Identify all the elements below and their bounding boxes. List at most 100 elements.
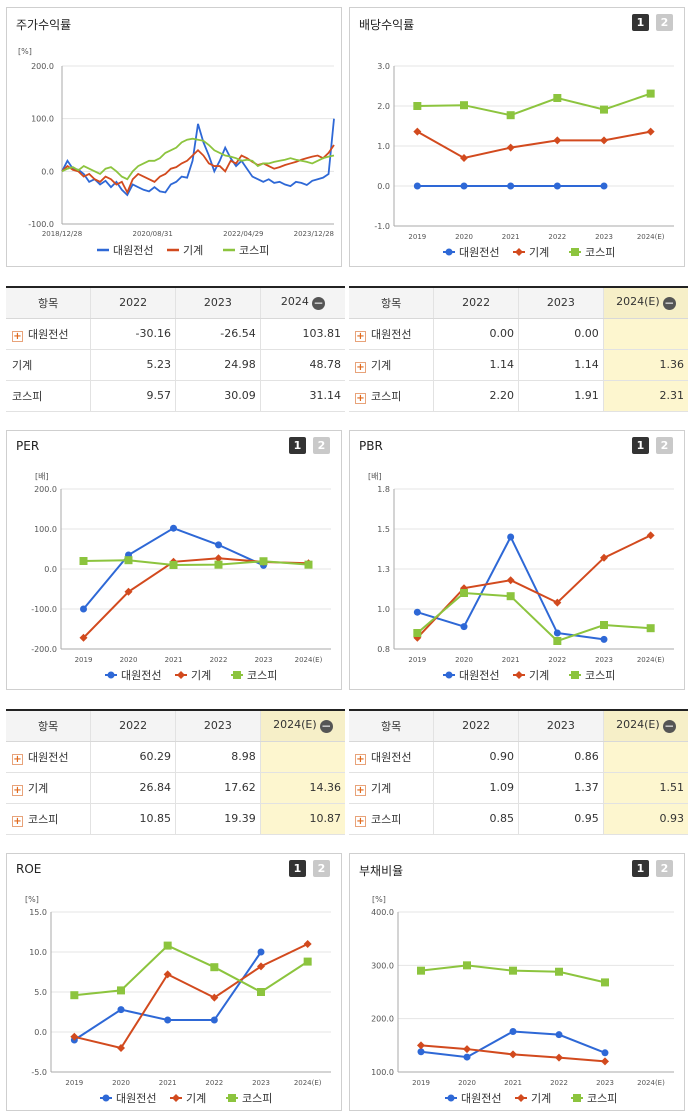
legend-marker [172, 1094, 180, 1102]
data-point [553, 637, 562, 645]
y-tick-label: 0.8 [377, 645, 390, 654]
dividend-panel: 배당수익률 1 2 3.0 2.0 1.0 0.0 -1.0 2019 2020 2021 20… [349, 7, 685, 267]
x-tick-label: 2022 [548, 233, 566, 241]
plus-icon[interactable]: + [12, 753, 23, 765]
data-point [601, 1049, 609, 1057]
view-1-button[interactable]: 1 [632, 860, 649, 877]
x-tick-label: 2024(E) [637, 1079, 665, 1087]
plus-icon[interactable]: + [355, 392, 366, 404]
legend-marker [102, 1094, 110, 1102]
view-1-button[interactable]: 1 [289, 437, 306, 454]
plus-icon[interactable]: + [12, 815, 23, 827]
plus-icon[interactable]: + [355, 361, 366, 373]
cell-value: 0.00 [518, 318, 604, 350]
x-tick-label: 2021 [502, 656, 520, 664]
data-point [600, 621, 608, 629]
pbr-panel: PBR 1 2 [배] 1.8 1.5 1.3 1.0 0.8 2019 2020 2021 20… [349, 430, 685, 690]
y-tick-label: 0.0 [34, 1028, 47, 1037]
view-1-button[interactable]: 1 [289, 860, 306, 877]
data-point [555, 1053, 563, 1062]
x-tick-label: 2023/12/28 [294, 230, 334, 238]
plus-icon[interactable]: + [355, 815, 366, 827]
debt-ratio-chart: [%] 400.0 300.0 200.0 100.0 2019 2020 2021 2022 2… [371, 895, 674, 1105]
data-point [163, 970, 172, 979]
y-tick-label: 1.8 [377, 485, 390, 494]
legend-label: 코스피 [585, 246, 615, 259]
plus-icon[interactable]: + [12, 330, 23, 342]
data-point [600, 182, 608, 190]
minus-icon[interactable]: − [319, 719, 333, 734]
series-line [61, 118, 335, 197]
pbr-table: 항목 2022 2023 2024(E) − + 대원전선 0.90 0.86 + 기… [349, 709, 688, 835]
data-point [214, 554, 223, 563]
row-name: 대원전선 [28, 750, 69, 764]
legend-marker [445, 671, 453, 679]
roe-panel: ROE 1 2 [%] 15.0 10.0 5.0 0.0 -5.0 2019 2020 202… [6, 853, 342, 1111]
table-row: + 대원전선 60.29 8.98 [6, 741, 345, 773]
series-line [416, 591, 651, 643]
data-point [257, 962, 265, 971]
data-point [257, 988, 265, 996]
plus-icon[interactable]: + [12, 784, 23, 796]
row-name: 코스피 [28, 812, 59, 826]
y-tick-label: 300.0 [371, 961, 394, 970]
data-point [460, 101, 468, 110]
panel-title: 주가수익률 [16, 18, 72, 32]
series-line [416, 534, 652, 639]
y-tick-label: -5.0 [31, 1068, 47, 1077]
data-point [600, 635, 608, 643]
minus-icon[interactable]: − [662, 719, 676, 734]
data-point [509, 966, 517, 975]
table-row: + 코스피 0.85 0.95 0.93 [349, 803, 688, 835]
cell-value: 8.98 [175, 741, 261, 773]
view-2-button[interactable]: 2 [656, 14, 673, 31]
view-1-button[interactable]: 1 [632, 437, 649, 454]
row-name: 코스피 [6, 380, 91, 412]
view-1-button[interactable]: 1 [632, 14, 649, 31]
data-point [553, 94, 562, 102]
cell-value: 1.14 [433, 349, 519, 381]
data-point [117, 1044, 125, 1052]
minus-icon[interactable]: − [662, 296, 676, 311]
cell-value: 0.95 [518, 803, 604, 835]
header-year: 2024(E) − [602, 287, 688, 319]
table-row: 코스피 9.57 30.09 31.14 [6, 380, 345, 412]
data-point [117, 986, 125, 995]
view-2-button[interactable]: 2 [313, 437, 330, 454]
view-2-button[interactable]: 2 [656, 860, 673, 877]
row-name: 기계 [371, 358, 392, 372]
data-point [210, 993, 219, 1002]
data-point [214, 560, 223, 569]
plus-icon[interactable]: + [355, 753, 366, 765]
cell-value [602, 741, 688, 773]
plus-icon[interactable]: + [355, 784, 366, 796]
plus-icon[interactable]: + [355, 330, 366, 342]
header-year: 2022 [433, 287, 519, 319]
per-chart: [배] 200.0 100.0 0.0 -100.0 -200.0 2019 2020 2021… [31, 472, 331, 682]
cell-value: 10.87 [259, 803, 345, 835]
data-point [259, 557, 268, 566]
pbr-chart: [배] 1.8 1.5 1.3 1.0 0.8 2019 2020 2021 2022 2023 20… [368, 472, 674, 682]
cell-value: 1.09 [433, 772, 519, 804]
view-2-button[interactable]: 2 [313, 860, 330, 877]
legend-marker [233, 671, 241, 679]
legend-marker [571, 248, 579, 256]
y-tick-label: 200.0 [31, 62, 54, 71]
x-tick-label: 2022/04/29 [223, 230, 263, 238]
data-point [553, 182, 561, 190]
panel-title: 배당수익률 [359, 18, 415, 32]
y-tick-label: 100.0 [34, 525, 57, 534]
y-tick-label: 100.0 [371, 1068, 394, 1077]
series-line [74, 944, 309, 997]
row-name: 대원전선 [371, 327, 412, 341]
y-tick-label: -100.0 [28, 220, 54, 229]
minus-icon[interactable]: − [311, 296, 325, 311]
panel-title: 부채비율 [359, 864, 404, 878]
legend-label: 코스피 [239, 244, 269, 257]
data-point [70, 1032, 79, 1041]
data-point [506, 143, 515, 152]
x-tick-label: 2023 [595, 233, 613, 241]
cell-value: -30.16 [90, 318, 176, 350]
view-2-button[interactable]: 2 [656, 437, 673, 454]
data-point [210, 1016, 218, 1024]
